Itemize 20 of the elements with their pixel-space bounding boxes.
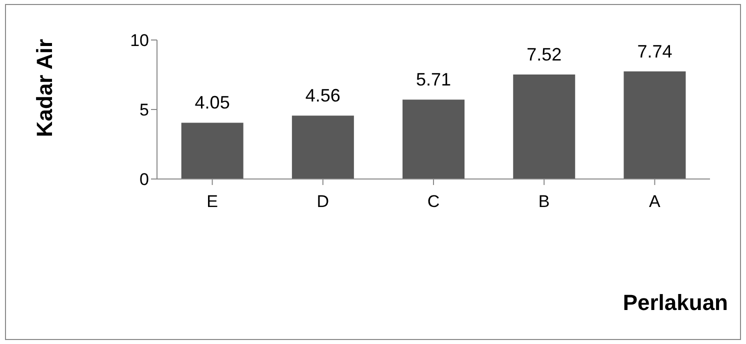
data-label: 7.74 <box>637 41 672 62</box>
x-tick-label: D <box>316 192 330 212</box>
bar <box>402 100 465 179</box>
x-tick-label: C <box>427 192 440 212</box>
y-tick-label: 10 <box>130 31 149 50</box>
data-label: 5.71 <box>416 70 452 90</box>
x-tick-label: B <box>538 192 550 212</box>
x-axis-title: Perlakuan <box>622 290 728 316</box>
data-label: 7.52 <box>526 44 562 64</box>
bar <box>513 74 576 179</box>
data-label: 4.56 <box>305 86 340 106</box>
bar <box>292 116 354 179</box>
x-tick-label: E <box>206 192 218 212</box>
bar <box>624 71 686 179</box>
x-tick-label: A <box>649 192 662 212</box>
y-axis-title: Kadar Air <box>32 38 58 138</box>
y-tick-label: 5 <box>140 100 149 120</box>
bar <box>181 122 244 179</box>
y-tick-label: 0 <box>140 170 149 190</box>
data-label: 4.05 <box>194 92 230 113</box>
